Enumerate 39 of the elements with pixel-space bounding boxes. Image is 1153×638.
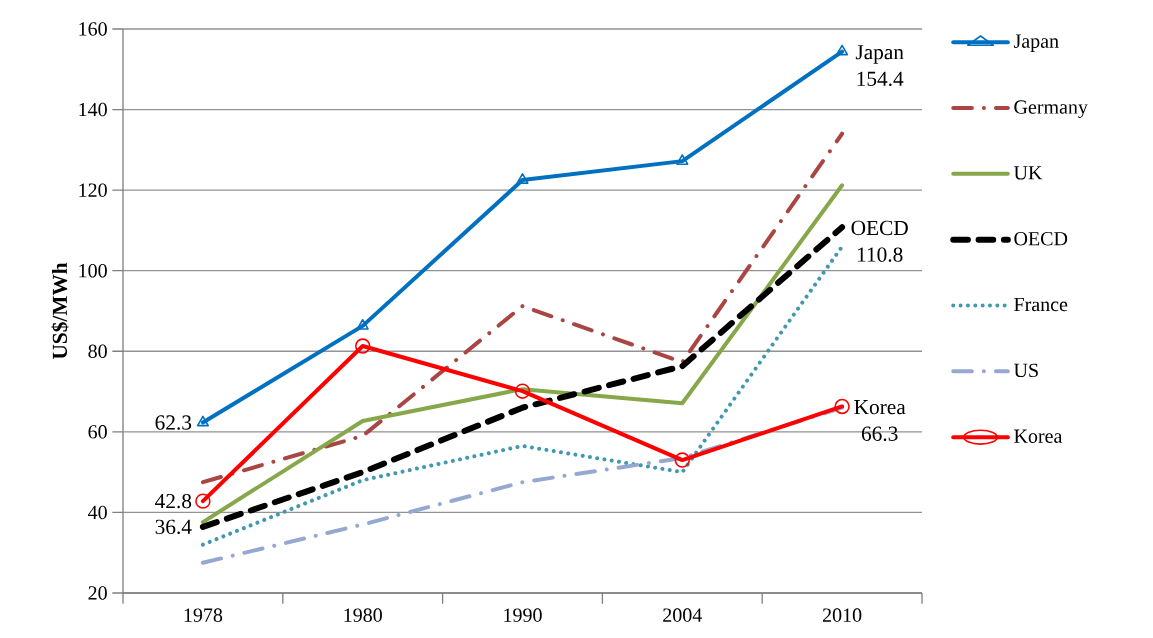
legend-label: Germany	[1014, 100, 1088, 118]
point	[514, 383, 531, 399]
x-tick-label: 1980	[344, 608, 382, 622]
point	[834, 398, 850, 415]
annotation: 42.8	[155, 493, 192, 509]
y-tick-label: 140	[79, 102, 107, 117]
x-tick-label: 1978	[184, 608, 223, 622]
y-tick-label: 20	[88, 586, 107, 600]
legend-label: France	[1014, 297, 1068, 312]
annotation: Korea 66.3	[854, 400, 906, 441]
legend-label: Korea	[1014, 429, 1063, 443]
point	[676, 154, 689, 165]
point	[356, 318, 369, 330]
annotation: 62.3	[155, 415, 192, 430]
legend-label: UK	[1013, 166, 1043, 180]
point	[354, 338, 371, 354]
x-tick-label: 2004	[663, 608, 702, 622]
point	[674, 452, 691, 468]
y-tick-label: 120	[79, 183, 107, 197]
annotation: Japan 154.4	[855, 45, 904, 87]
y-tick-label: 160	[79, 22, 107, 36]
x-tick-label: 2010	[822, 608, 862, 622]
line-series	[200, 131, 845, 485]
legend-label: Japan	[1013, 34, 1059, 52]
y-tick-label: 80	[88, 344, 107, 359]
point	[196, 415, 210, 427]
point	[195, 493, 211, 509]
y-axis-title: US$/MWh	[51, 262, 69, 360]
point	[516, 173, 529, 184]
legend-label: US	[1013, 363, 1038, 378]
legend-label: OECD	[1014, 232, 1068, 246]
x-tick-label: 1990	[504, 608, 542, 622]
line-series	[200, 405, 845, 565]
point	[835, 44, 849, 56]
y-tick-label: 40	[88, 505, 107, 520]
annotation: OECD 110.8	[851, 220, 908, 262]
annotation: 36.4	[155, 519, 192, 535]
y-tick-label: 100	[79, 263, 107, 278]
y-tick-label: 60	[88, 425, 107, 439]
